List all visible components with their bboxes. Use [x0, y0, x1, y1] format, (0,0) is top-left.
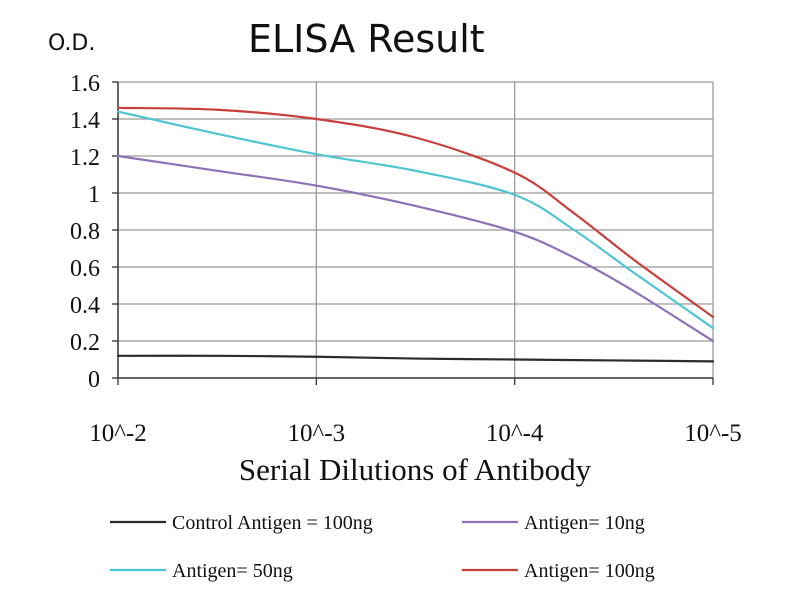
series-layer — [116, 106, 715, 363]
x-tick-label: 10^-2 — [89, 420, 147, 447]
series-line-1 — [116, 154, 715, 343]
y-tick-label: 0 — [88, 367, 100, 393]
y-tick-labels: 0 0.2 0.4 0.6 0.8 1 1.2 1.4 1.6 — [70, 71, 100, 393]
legend-label: Antigen= 50ng — [172, 560, 293, 582]
legend-label: Control Antigen = 100ng — [172, 512, 373, 534]
y-tick-label: 1.2 — [70, 145, 100, 171]
x-axis-label: Serial Dilutions of Antibody — [239, 452, 592, 487]
series-line-3 — [116, 106, 715, 319]
y-tick-label: 1 — [88, 182, 100, 208]
y-tick-label: 0.2 — [70, 330, 100, 356]
x-tick-label: 10^-4 — [486, 420, 544, 447]
y-tick-label: 1.6 — [70, 71, 100, 97]
y-axis-label: O.D. — [48, 31, 95, 56]
legend-label: Antigen= 10ng — [524, 512, 645, 534]
x-tick-label: 10^-5 — [684, 420, 742, 447]
series-line-0 — [116, 354, 715, 363]
x-tick-labels: 10^-2 10^-3 10^-4 10^-5 — [89, 420, 742, 447]
axes-layer — [112, 81, 714, 385]
series-line-2 — [116, 110, 715, 330]
legend: Control Antigen = 100ng Antigen= 10ng Anti… — [110, 512, 655, 582]
y-tick-label: 0.8 — [70, 219, 100, 245]
x-tick-label: 10^-3 — [288, 420, 346, 447]
y-tick-label: 0.4 — [70, 293, 100, 319]
y-tick-label: 0.6 — [70, 256, 100, 282]
y-tick-label: 1.4 — [70, 108, 100, 134]
grid-layer — [118, 81, 714, 378]
legend-label: Antigen= 100ng — [524, 560, 655, 582]
chart-title: ELISA Result — [248, 17, 485, 61]
